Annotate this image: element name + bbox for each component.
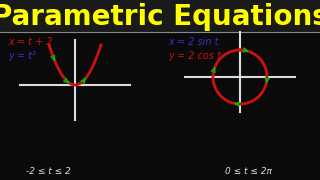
Text: 0 ≤ t ≤ 2π: 0 ≤ t ≤ 2π	[225, 168, 271, 177]
Text: Parametric Equations: Parametric Equations	[0, 3, 320, 31]
Text: -2 ≤ t ≤ 2: -2 ≤ t ≤ 2	[26, 168, 70, 177]
Text: y = t²: y = t²	[8, 51, 36, 61]
Text: x = 2 sin t: x = 2 sin t	[168, 37, 219, 47]
Bar	[0, 0, 320, 32]
Text: y = 2 cos t: y = 2 cos t	[168, 51, 221, 61]
Text: x = t + 2: x = t + 2	[8, 37, 52, 47]
